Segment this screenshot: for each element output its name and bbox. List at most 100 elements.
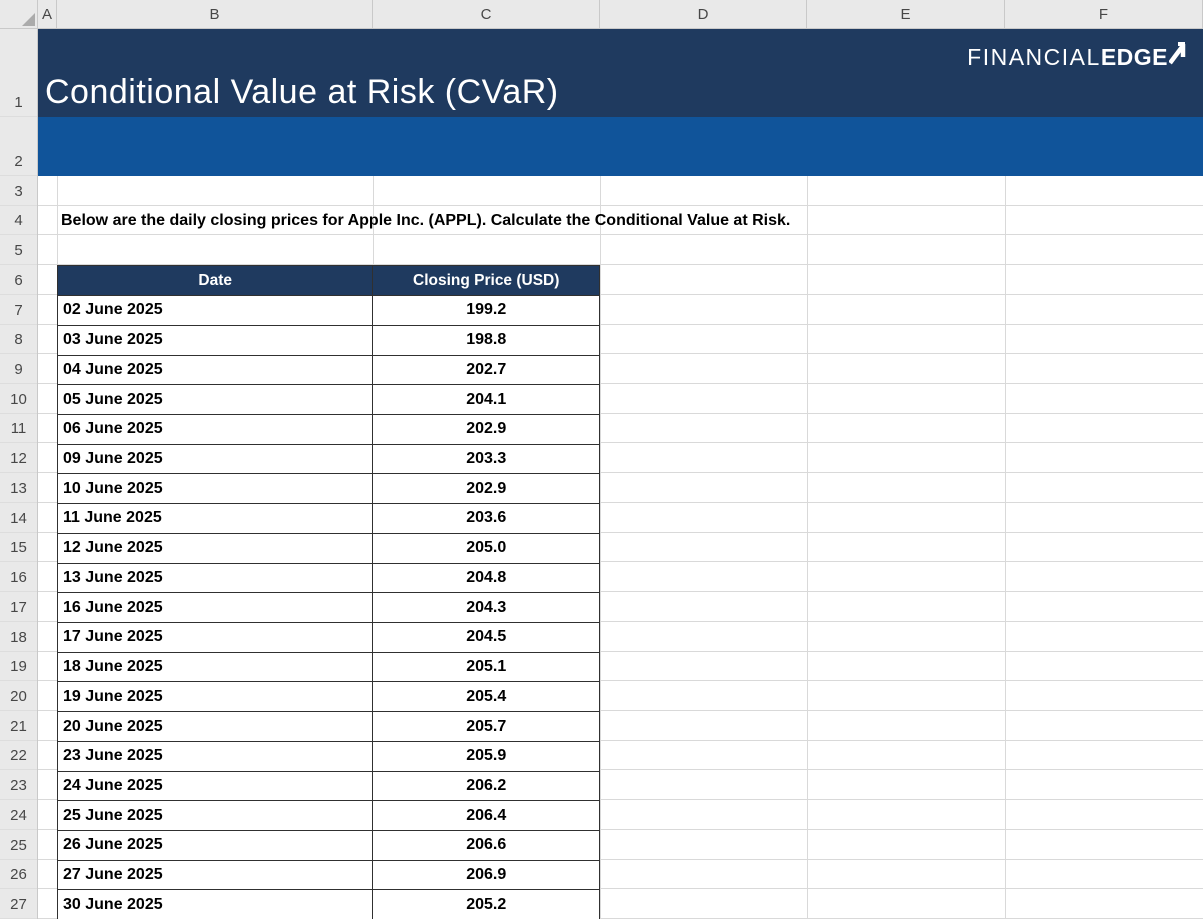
date-cell[interactable]: 17 June 2025 [58,623,374,653]
closing-price-cell[interactable]: 205.1 [373,652,600,683]
empty-grid-row[interactable] [38,770,1203,801]
closing-price-cell[interactable]: 204.1 [373,385,600,415]
closing-price-cell[interactable]: 206.2 [373,771,600,802]
row-header-3[interactable]: 3 [0,176,37,206]
date-cell[interactable]: 26 June 2025 [58,831,374,861]
row-header-27[interactable]: 27 [0,889,37,919]
closing-price-cell[interactable]: 205.9 [373,741,600,772]
date-cell[interactable]: 04 June 2025 [58,355,374,386]
date-cell[interactable]: 27 June 2025 [58,860,374,891]
date-cell[interactable]: 25 June 2025 [58,801,374,832]
row-header-21[interactable]: 21 [0,711,37,741]
closing-price-cell[interactable]: 205.2 [373,890,600,919]
closing-price-cell[interactable]: 198.8 [373,325,600,356]
date-cell[interactable]: 19 June 2025 [58,682,374,713]
closing-price-cell[interactable]: 203.3 [373,444,600,475]
date-cell[interactable]: 24 June 2025 [58,771,374,802]
closing-price-cell[interactable]: 206.6 [373,831,600,861]
date-cell[interactable]: 12 June 2025 [58,533,374,564]
row-header-15[interactable]: 15 [0,533,37,563]
empty-grid-row[interactable] [38,800,1203,830]
empty-grid-row[interactable] [38,592,1203,622]
date-cell[interactable]: 05 June 2025 [58,385,374,415]
column-header-a[interactable]: A [38,0,57,28]
closing-price-cell[interactable]: 204.8 [373,563,600,594]
empty-grid-row[interactable] [38,562,1203,593]
closing-price-cell[interactable]: 204.5 [373,623,600,653]
date-cell[interactable]: 03 June 2025 [58,325,374,356]
row-header-23[interactable]: 23 [0,770,37,801]
date-cell[interactable]: 06 June 2025 [58,414,374,445]
empty-grid-row[interactable] [38,206,1203,236]
date-cell[interactable]: 09 June 2025 [58,444,374,475]
date-cell[interactable]: 10 June 2025 [58,474,374,505]
date-cell[interactable]: 18 June 2025 [58,652,374,683]
row-header-4[interactable]: 4 [0,206,37,236]
closing-price-cell[interactable]: 206.9 [373,860,600,891]
row-header-9[interactable]: 9 [0,354,37,385]
closing-price-cell[interactable]: 206.4 [373,801,600,832]
row-header-14[interactable]: 14 [0,503,37,533]
price-table-header-date[interactable]: Date [58,266,374,297]
row-header-5[interactable]: 5 [0,235,37,266]
closing-price-cell[interactable]: 204.3 [373,593,600,623]
column-header-f[interactable]: F [1005,0,1203,28]
column-header-c[interactable]: C [373,0,600,28]
empty-grid-row[interactable] [38,503,1203,533]
date-cell[interactable]: 20 June 2025 [58,712,374,742]
date-cell[interactable]: 11 June 2025 [58,504,374,534]
closing-price-cell[interactable]: 202.9 [373,474,600,505]
row-header-7[interactable]: 7 [0,295,37,325]
column-header-b[interactable]: B [57,0,373,28]
closing-price-cell[interactable]: 205.7 [373,712,600,742]
empty-grid-row[interactable] [38,414,1203,444]
column-header-d[interactable]: D [600,0,807,28]
date-cell[interactable]: 02 June 2025 [58,296,374,326]
empty-grid-row[interactable] [38,235,1203,266]
row-header-8[interactable]: 8 [0,325,37,355]
row-header-2[interactable]: 2 [0,117,37,176]
select-all-corner[interactable] [0,0,38,28]
closing-price-cell[interactable]: 203.6 [373,504,600,534]
empty-grid-row[interactable] [38,889,1203,919]
row-header-11[interactable]: 11 [0,414,37,444]
row-header-1[interactable]: 1 [0,29,37,117]
row-header-17[interactable]: 17 [0,592,37,622]
empty-grid-row[interactable] [38,681,1203,711]
empty-grid-row[interactable] [38,176,1203,206]
date-cell[interactable]: 23 June 2025 [58,741,374,772]
closing-price-cell[interactable]: 202.7 [373,355,600,386]
date-cell[interactable]: 16 June 2025 [58,593,374,623]
row-header-22[interactable]: 22 [0,741,37,771]
row-header-18[interactable]: 18 [0,622,37,652]
empty-grid-row[interactable] [38,265,1203,295]
row-header-16[interactable]: 16 [0,562,37,593]
row-header-6[interactable]: 6 [0,265,37,295]
row-header-26[interactable]: 26 [0,860,37,890]
row-header-20[interactable]: 20 [0,681,37,711]
empty-grid-row[interactable] [38,741,1203,771]
closing-price-cell[interactable]: 205.0 [373,533,600,564]
empty-grid-row[interactable] [38,860,1203,890]
column-header-e[interactable]: E [807,0,1005,28]
date-cell[interactable]: 30 June 2025 [58,890,374,919]
empty-grid-row[interactable] [38,711,1203,741]
empty-grid-row[interactable] [38,354,1203,385]
row-header-24[interactable]: 24 [0,800,37,830]
empty-grid-row[interactable] [38,384,1203,414]
row-header-13[interactable]: 13 [0,473,37,503]
date-cell[interactable]: 13 June 2025 [58,563,374,594]
row-header-25[interactable]: 25 [0,830,37,860]
empty-grid-row[interactable] [38,652,1203,682]
empty-grid-row[interactable] [38,443,1203,474]
row-header-19[interactable]: 19 [0,652,37,682]
row-header-10[interactable]: 10 [0,384,37,414]
empty-grid-row[interactable] [38,533,1203,563]
empty-grid-row[interactable] [38,325,1203,355]
price-table-header-price[interactable]: Closing Price (USD) [373,266,600,297]
closing-price-cell[interactable]: 199.2 [373,296,600,326]
row-header-12[interactable]: 12 [0,443,37,474]
empty-grid-row[interactable] [38,622,1203,652]
empty-grid-row[interactable] [38,473,1203,503]
empty-grid-row[interactable] [38,295,1203,325]
